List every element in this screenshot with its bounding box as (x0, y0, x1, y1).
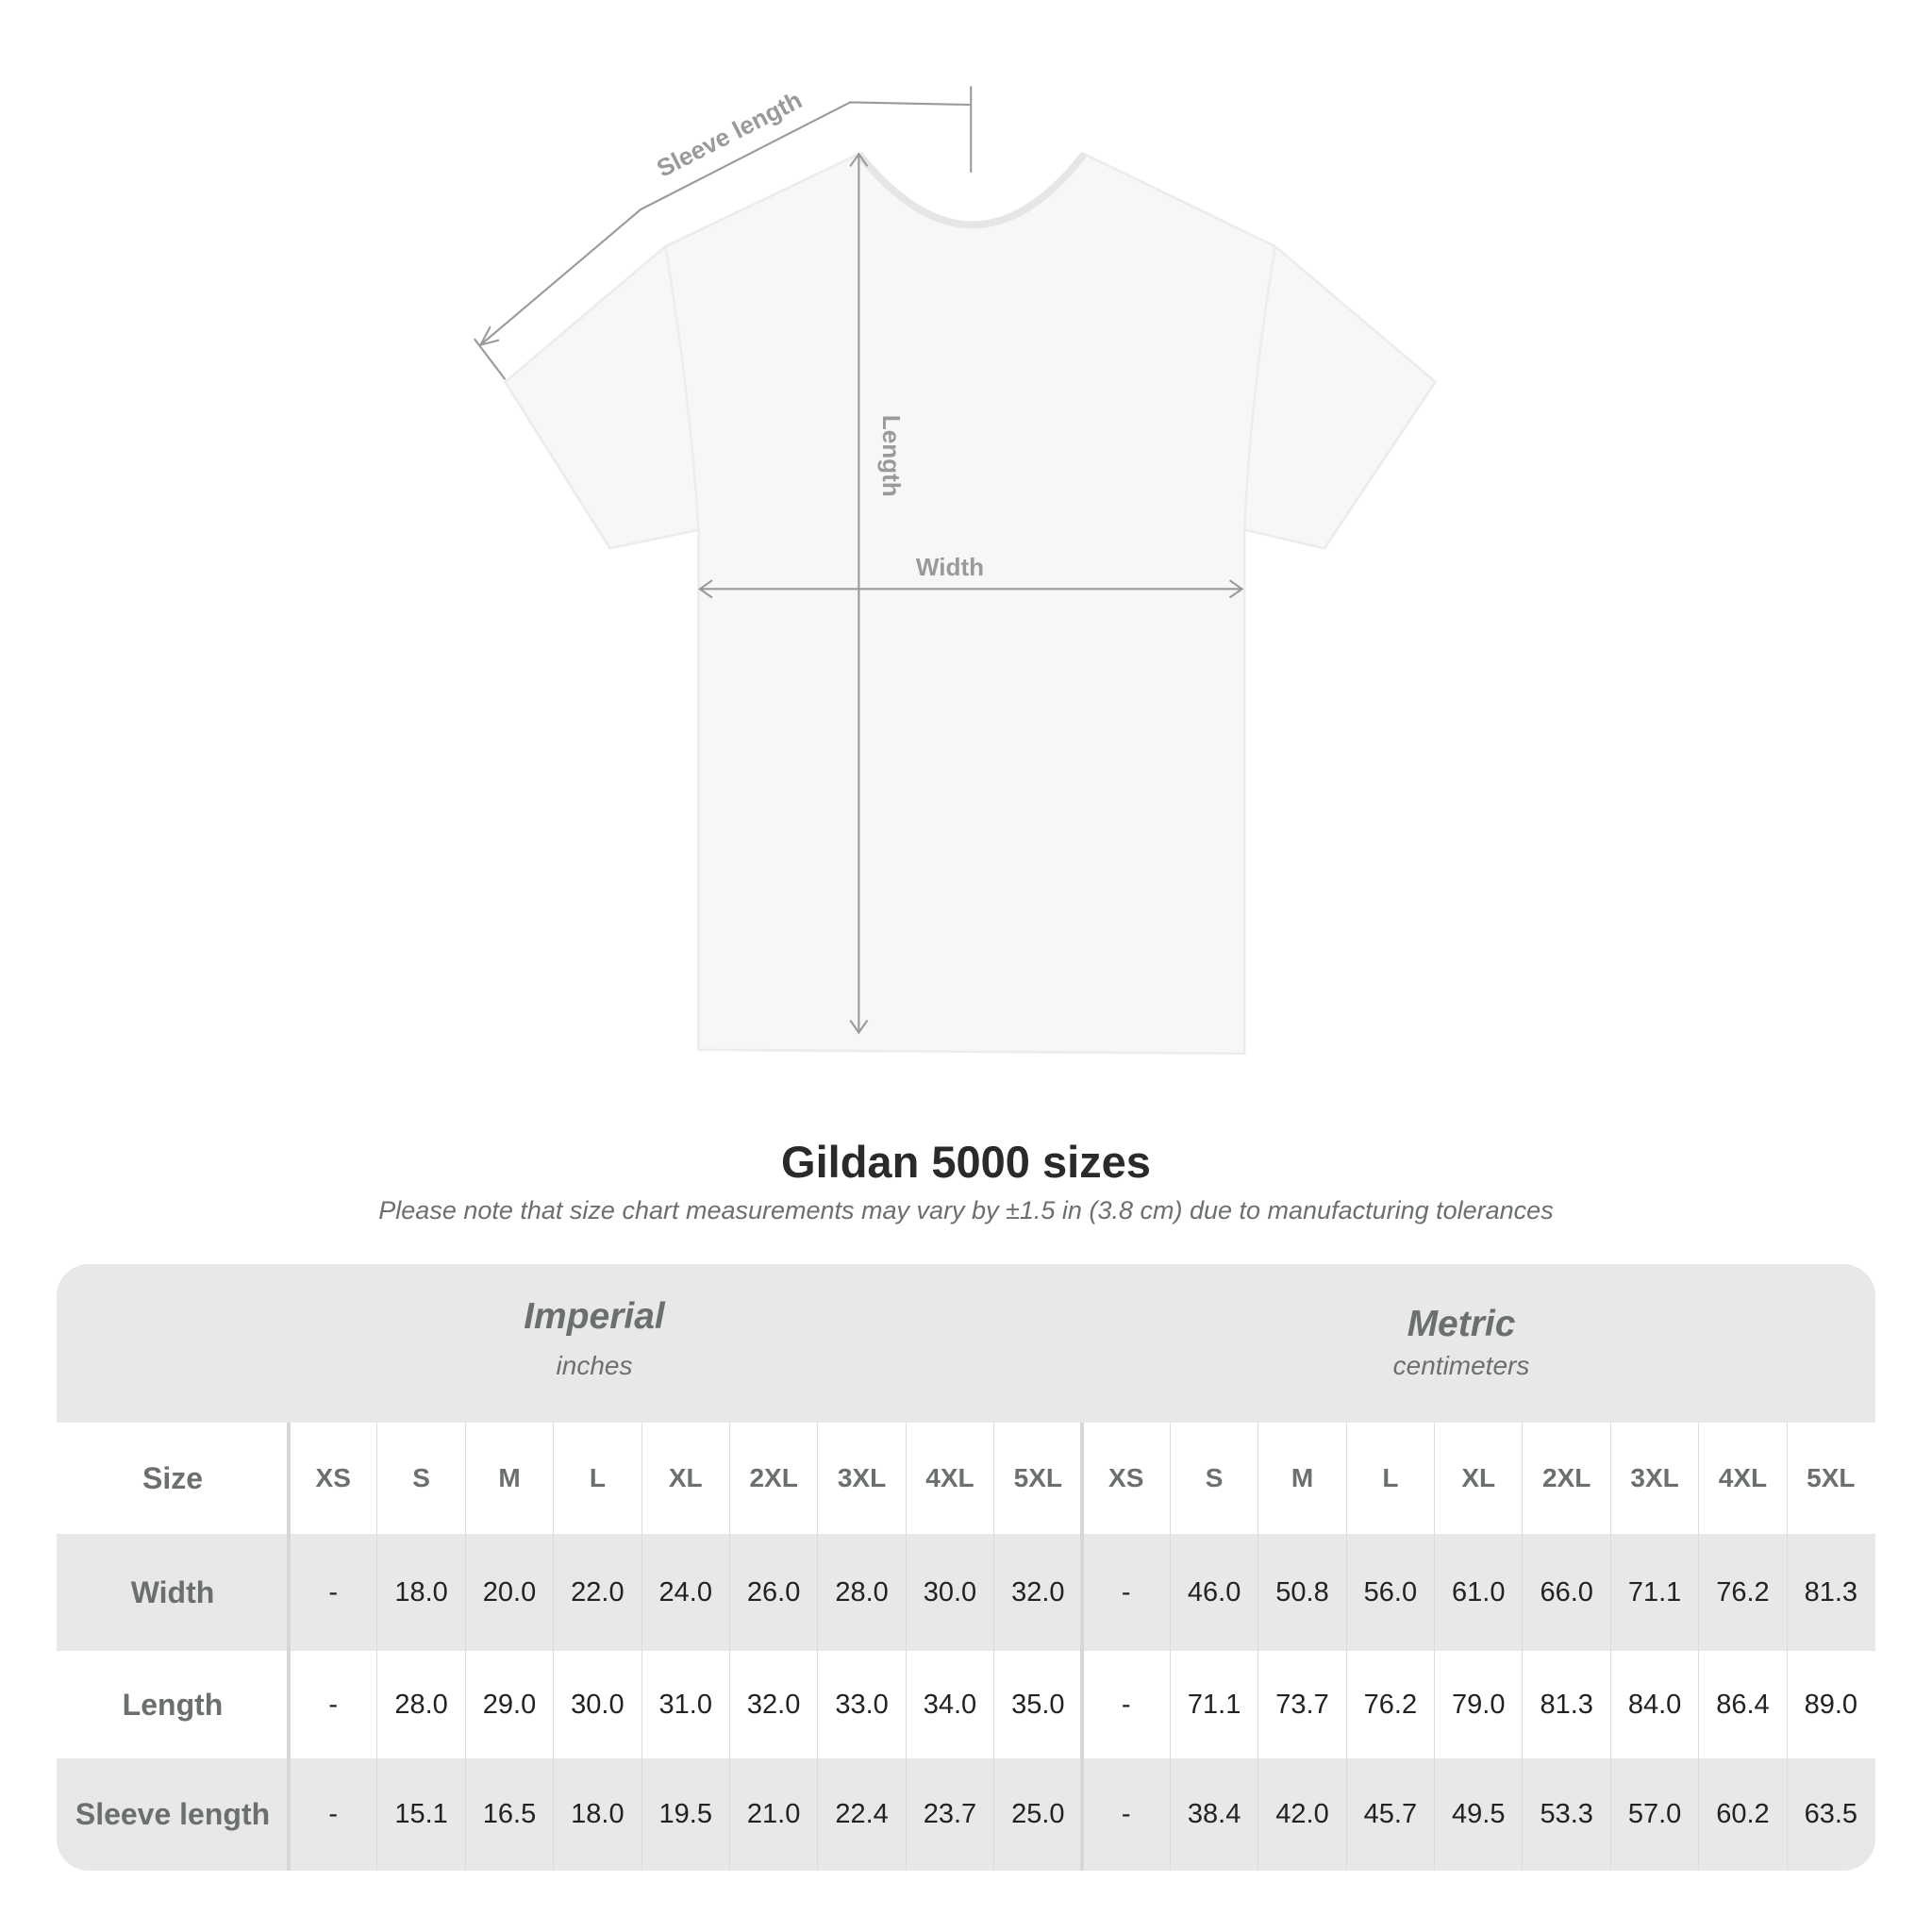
size-header-cell: 2XL (728, 1423, 817, 1534)
value-cell: 89.0 (1786, 1651, 1874, 1758)
value-cell: 32.0 (993, 1534, 1081, 1651)
value-cell: 86.4 (1698, 1651, 1786, 1758)
value-cell: 23.7 (905, 1758, 993, 1871)
value-cell: 26.0 (728, 1534, 817, 1651)
value-cell: 18.0 (376, 1534, 464, 1651)
metric-unit: centimeters (1392, 1351, 1530, 1380)
size-header-cell: L (1345, 1423, 1434, 1534)
size-header-cell: 4XL (905, 1423, 993, 1534)
length-label: Length (877, 415, 906, 497)
size-header-cell: 3XL (817, 1423, 905, 1534)
value-cell: 71.1 (1609, 1534, 1698, 1651)
value-cell: - (1081, 1534, 1170, 1651)
size-header-cell: S (376, 1423, 464, 1534)
value-cell: 45.7 (1345, 1758, 1434, 1871)
size-header-cell: 5XL (1786, 1423, 1874, 1534)
value-cell: 60.2 (1698, 1758, 1786, 1871)
metric-header: Metric centimeters (1065, 1304, 1857, 1381)
size-header-row: Size XS S M L XL 2XL 3XL 4XL 5XL XS S M L XL 2XL 3XL 4XL 5… (57, 1423, 1875, 1534)
value-cell: 38.4 (1169, 1758, 1257, 1871)
tshirt-shape (503, 151, 1438, 1056)
tolerance-note: Please note that size chart measurements… (378, 1196, 1554, 1224)
size-header-cell: 5XL (993, 1423, 1081, 1534)
value-cell: 21.0 (728, 1758, 817, 1871)
imperial-title: Imperial (524, 1296, 665, 1337)
value-cell: 22.0 (553, 1534, 641, 1651)
value-cell: 33.0 (817, 1651, 905, 1758)
value-cell: 76.2 (1345, 1651, 1434, 1758)
value-cell: 66.0 (1522, 1534, 1609, 1651)
metric-title: Metric (1407, 1304, 1516, 1344)
value-cell: 61.0 (1434, 1534, 1522, 1651)
size-header-cell: M (464, 1423, 553, 1534)
size-header-cell: 3XL (1609, 1423, 1698, 1534)
value-cell: 30.0 (905, 1534, 993, 1651)
value-cell: 73.7 (1257, 1651, 1345, 1758)
value-cell: 53.3 (1522, 1758, 1609, 1871)
page-title: Gildan 5000 sizes (781, 1137, 1151, 1187)
row-label: Width (130, 1574, 215, 1609)
size-header-cell: M (1257, 1423, 1345, 1534)
value-cell: 19.5 (641, 1758, 729, 1871)
row-label: Length (122, 1687, 224, 1722)
sleeve-length-line (479, 101, 972, 346)
imperial-unit: inches (556, 1351, 633, 1380)
imperial-header: Imperial inches (198, 1296, 991, 1381)
size-header-cell: 4XL (1698, 1423, 1786, 1534)
size-header-cell: XS (289, 1423, 376, 1534)
value-cell: - (289, 1651, 376, 1758)
value-cell: 79.0 (1434, 1651, 1522, 1758)
size-header-cell: S (1169, 1423, 1257, 1534)
value-cell: 15.1 (376, 1758, 464, 1871)
value-cell: 76.2 (1698, 1534, 1786, 1651)
value-cell: 34.0 (905, 1651, 993, 1758)
column-divider (287, 1423, 291, 1871)
value-cell: 56.0 (1345, 1534, 1434, 1651)
table-header: Imperial inches Metric centimeters (57, 1264, 1875, 1423)
row-label: Sleeve length (75, 1797, 271, 1831)
value-cell: 16.5 (464, 1758, 553, 1871)
value-cell: - (1081, 1758, 1170, 1871)
value-cell: 24.0 (641, 1534, 729, 1651)
table-row: Width -18.0 20.0 22.0 24.0 26.0 28.0 30.0 32.0-4… (57, 1534, 1875, 1651)
table-row: Sleeve length -15.1 16.5 18.0 19.5 21.0 22.4 23… (57, 1758, 1875, 1871)
size-header-cell: L (553, 1423, 641, 1534)
value-cell: 31.0 (641, 1651, 729, 1758)
value-cell: 32.0 (728, 1651, 817, 1758)
value-cell: 35.0 (993, 1651, 1081, 1758)
column-divider (1080, 1423, 1084, 1871)
table-row: Length -28.0 29.0 30.0 31.0 32.0 33.0 34.0 35.0-… (57, 1651, 1875, 1758)
value-cell: 63.5 (1786, 1758, 1874, 1871)
value-cell: 28.0 (817, 1534, 905, 1651)
value-cell: 81.3 (1522, 1651, 1609, 1758)
width-label: Width (916, 553, 984, 581)
value-cell: 42.0 (1257, 1758, 1345, 1871)
value-cell: 29.0 (464, 1651, 553, 1758)
value-cell: 49.5 (1434, 1758, 1522, 1871)
size-header-cell: XL (1434, 1423, 1522, 1534)
value-cell: 71.1 (1169, 1651, 1257, 1758)
value-cell: 84.0 (1609, 1651, 1698, 1758)
value-cell: - (1081, 1651, 1170, 1758)
value-cell: 50.8 (1257, 1534, 1345, 1651)
value-cell: 20.0 (464, 1534, 553, 1651)
value-cell: 57.0 (1609, 1758, 1698, 1871)
sleeve-length-label: Sleeve length (652, 86, 807, 183)
value-cell: 22.4 (817, 1758, 905, 1871)
size-header-cell: XS (1081, 1423, 1170, 1534)
value-cell: 30.0 (553, 1651, 641, 1758)
value-cell: 18.0 (553, 1758, 641, 1871)
value-cell: 81.3 (1786, 1534, 1874, 1651)
size-table: Imperial inches Metric centimeters Size X… (57, 1264, 1875, 1871)
size-header-cell: 2XL (1522, 1423, 1609, 1534)
size-header-cell: XL (641, 1423, 729, 1534)
row-label: Size (142, 1460, 204, 1495)
value-cell: - (289, 1534, 376, 1651)
value-cell: 28.0 (376, 1651, 464, 1758)
value-cell: 25.0 (993, 1758, 1081, 1871)
value-cell: 46.0 (1169, 1534, 1257, 1651)
value-cell: - (289, 1758, 376, 1871)
